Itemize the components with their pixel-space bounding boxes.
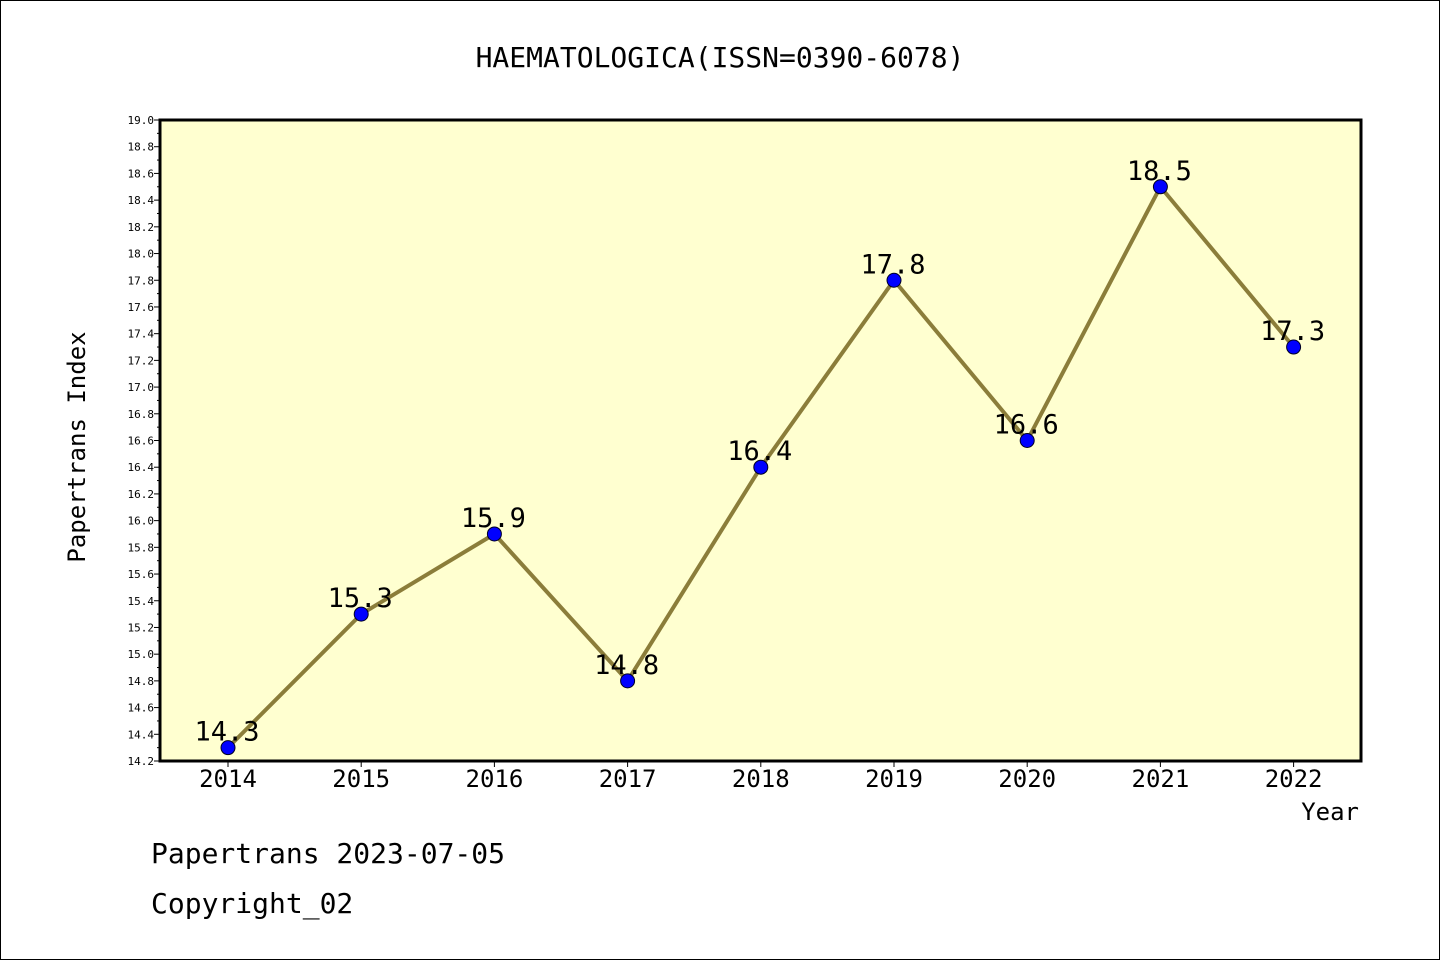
x-tick-label: 2020 xyxy=(998,765,1056,793)
data-label: 14.3 xyxy=(194,717,259,748)
x-tick-label: 2015 xyxy=(332,765,390,793)
y-tick-label: 15.6 xyxy=(128,568,155,581)
y-tick-label: 17.6 xyxy=(128,301,155,314)
x-tick-label: 2022 xyxy=(1265,765,1323,793)
data-label: 18.5 xyxy=(1127,156,1192,187)
y-tick-label: 17.8 xyxy=(128,274,155,287)
y-tick-label: 16.4 xyxy=(128,461,155,474)
x-axis-label: Year xyxy=(1301,798,1359,826)
y-tick-label: 14.4 xyxy=(128,728,155,741)
y-tick-label: 17.2 xyxy=(128,354,155,367)
data-label: 16.4 xyxy=(727,436,792,467)
data-point-marker xyxy=(353,606,369,622)
y-tick-label: 16.6 xyxy=(128,435,155,448)
series-line-group xyxy=(220,179,1302,756)
data-label: 14.8 xyxy=(594,650,659,681)
data-labels-group: 14.3 15.3 15.9 14.8 16.4 17.8 16.6 18.5 17.3 xyxy=(194,156,1325,748)
chart-title: HAEMATOLOGICA(ISSN=0390-6078) xyxy=(476,41,965,74)
x-tick-label: 2021 xyxy=(1132,765,1190,793)
data-point-marker xyxy=(1019,433,1035,448)
y-tick-label: 18.4 xyxy=(128,194,155,207)
x-tick-label: 2019 xyxy=(865,765,923,793)
data-label: 16.6 xyxy=(994,410,1059,441)
y-tick-label: 18.2 xyxy=(128,221,155,234)
y-tick-label: 18.0 xyxy=(128,248,155,261)
y-tick-label: 16.0 xyxy=(128,515,155,528)
data-point-marker xyxy=(886,272,902,288)
x-tick-label: 2017 xyxy=(599,765,657,793)
data-point-marker xyxy=(753,459,769,475)
data-point-marker xyxy=(1152,179,1168,195)
data-label: 17.3 xyxy=(1260,316,1325,347)
data-label: 17.8 xyxy=(860,249,925,280)
y-axis-ticks: 14.2 14.4 14.6 14.8 15.0 15.2 15.4 15.6 15.8 16.0… xyxy=(128,114,160,768)
x-axis-ticks: 2014 2015 2016 2017 2018 2019 2020 2021 2022 xyxy=(199,761,1322,793)
y-axis-label: Papertrans Index xyxy=(63,331,91,562)
data-point-marker xyxy=(220,740,236,756)
y-tick-label: 18.8 xyxy=(128,141,155,154)
y-tick-label: 15.8 xyxy=(128,541,155,554)
y-tick-label: 15.2 xyxy=(128,621,155,634)
y-tick-label: 17.0 xyxy=(128,381,155,394)
y-tick-label: 14.2 xyxy=(128,755,155,768)
y-tick-label: 14.8 xyxy=(128,675,155,688)
y-tick-label: 14.6 xyxy=(128,702,155,715)
data-point-marker xyxy=(1286,339,1302,355)
data-point-marker xyxy=(486,526,502,542)
y-tick-label: 15.4 xyxy=(128,595,155,608)
x-tick-label: 2016 xyxy=(466,765,524,793)
data-point-marker xyxy=(620,673,636,689)
data-label: 15.9 xyxy=(461,503,526,534)
x-tick-label: 2018 xyxy=(732,765,790,793)
data-label: 15.3 xyxy=(328,583,393,614)
plot-area xyxy=(158,118,1363,763)
x-tick-label: 2014 xyxy=(199,765,257,793)
footer-copyright: Copyright_02 xyxy=(151,887,354,920)
y-tick-label: 19.0 xyxy=(128,114,155,127)
y-tick-label: 17.4 xyxy=(128,328,155,341)
y-tick-label: 16.2 xyxy=(128,488,155,501)
y-tick-label: 15.0 xyxy=(128,648,155,661)
y-tick-label: 18.6 xyxy=(128,167,155,180)
footer-date: Papertrans 2023-07-05 xyxy=(151,837,506,870)
y-tick-label: 16.8 xyxy=(128,408,155,421)
